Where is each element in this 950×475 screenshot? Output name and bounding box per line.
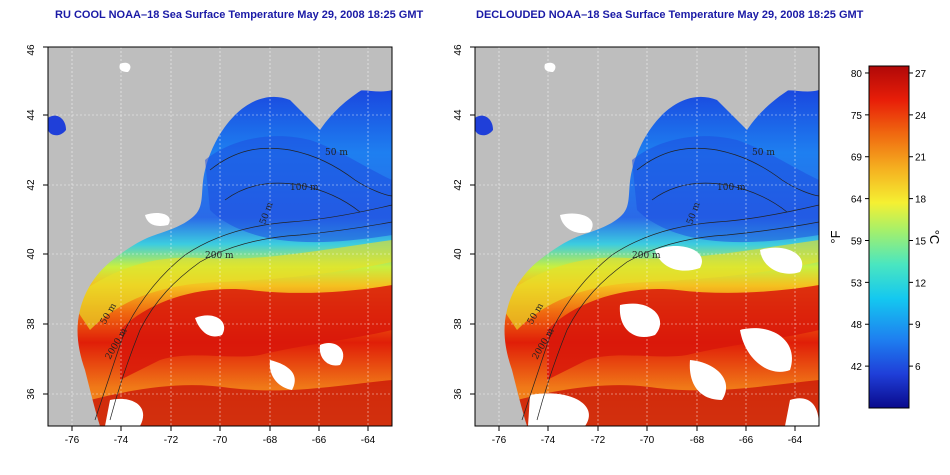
right-lat-tick: 40 [453, 248, 464, 260]
celsius-tick-label: 24 [915, 111, 927, 122]
right-lon-tick: -72 [591, 435, 606, 446]
left-lat-tick: 38 [26, 318, 37, 330]
graticule [48, 47, 392, 426]
contour-label-200m: 200 m [205, 251, 234, 261]
land-mass [48, 47, 392, 426]
fahrenheit-tick-label: 48 [851, 320, 863, 331]
right-lat-tick: 42 [453, 179, 464, 191]
colorbar: 27 80 24 75 21 69 18 64 15 59 12 53 9 48 6 42 °F °C [828, 65, 942, 409]
right-lon-tick: -66 [739, 435, 754, 446]
right-lat-tick: 36 [453, 388, 464, 400]
land-nova-scotia [312, 60, 392, 130]
celsius-tick-label: 15 [915, 236, 927, 247]
celsius-tick-label: 9 [915, 320, 921, 331]
fahrenheit-tick-label: 64 [851, 195, 863, 206]
contour-label-50m-gom: 50 m [752, 148, 775, 158]
right-lon-tick: -64 [788, 435, 803, 446]
left-lat-tick: 46 [26, 44, 37, 56]
bathymetry-contours [521, 147, 819, 421]
coastal-water-patch [48, 115, 66, 136]
gulf-stream [547, 285, 819, 380]
slope-water [70, 240, 392, 330]
right-lat-tick: 38 [453, 318, 464, 330]
right-panel-title: DECLOUDED NOAA–18 Sea Surface Temperatur… [476, 9, 864, 21]
land-mass [475, 47, 819, 426]
fahrenheit-unit-label: °F [828, 230, 843, 243]
gulf-stream [120, 285, 392, 380]
left-lon-tick: -70 [213, 435, 228, 446]
celsius-tick-label: 6 [915, 362, 921, 373]
contour-label-100m: 100 m [717, 183, 746, 193]
right-lon-tick: -68 [690, 435, 705, 446]
georges-bank-water [205, 136, 392, 243]
left-lat-axis [43, 46, 48, 395]
slope-water [497, 240, 819, 330]
left-lon-tick: -68 [263, 435, 278, 446]
colorbar-gradient [868, 65, 910, 409]
left-lon-tick: -76 [65, 435, 80, 446]
graticule [475, 47, 819, 426]
cloud-patches [105, 62, 344, 426]
left-lon-tick: -64 [361, 435, 376, 446]
fahrenheit-tick-label: 75 [851, 111, 863, 122]
colorbar-ticks: 27 80 24 75 21 69 18 64 15 59 12 53 9 48 6 42 [851, 69, 927, 373]
cloud-patches [528, 62, 819, 426]
right-lat-tick: 44 [453, 109, 464, 121]
contour-label-200m: 200 m [632, 251, 661, 261]
land-nova-scotia [739, 60, 819, 130]
fahrenheit-tick-label: 59 [851, 236, 863, 247]
fahrenheit-tick-label: 69 [851, 153, 863, 164]
right-lon-tick: -76 [492, 435, 507, 446]
celsius-unit-label: °C [927, 230, 942, 245]
georges-bank-water [632, 136, 819, 243]
contour-label-100m: 100 m [290, 183, 319, 193]
left-lon-tick: -74 [114, 435, 129, 446]
celsius-tick-label: 27 [915, 69, 927, 80]
warm-water-south [517, 380, 819, 426]
left-lat-tick: 42 [26, 179, 37, 191]
fahrenheit-tick-label: 53 [851, 278, 863, 289]
coastal-water-patch [475, 115, 493, 136]
right-map-panel: 100 m 200 m 2000 m 50 m 50 m 50 m [475, 47, 819, 426]
left-lat-tick: 44 [26, 109, 37, 121]
celsius-tick-label: 18 [915, 195, 927, 206]
fahrenheit-tick-label: 80 [851, 69, 863, 80]
right-lon-tick: -70 [640, 435, 655, 446]
left-panel-title: RU COOL NOAA–18 Sea Surface Temperature … [55, 9, 424, 21]
left-map-panel: 100 m 200 m 2000 m 50 m 50 m 50 m [48, 47, 392, 426]
right-lat-tick: 46 [453, 44, 464, 56]
right-lon-tick: -74 [541, 435, 556, 446]
left-lon-tick: -72 [164, 435, 179, 446]
contour-label-50m-gom: 50 m [325, 148, 348, 158]
right-lat-axis [470, 46, 475, 395]
celsius-tick-label: 21 [915, 153, 927, 164]
left-lat-tick: 40 [26, 248, 37, 260]
celsius-tick-label: 12 [915, 278, 927, 289]
left-lon-tick: -66 [312, 435, 327, 446]
left-lon-axis [71, 426, 369, 431]
warm-water-south [90, 380, 392, 426]
fahrenheit-tick-label: 42 [851, 362, 863, 373]
left-lat-tick: 36 [26, 388, 37, 400]
right-lon-axis [498, 426, 796, 431]
